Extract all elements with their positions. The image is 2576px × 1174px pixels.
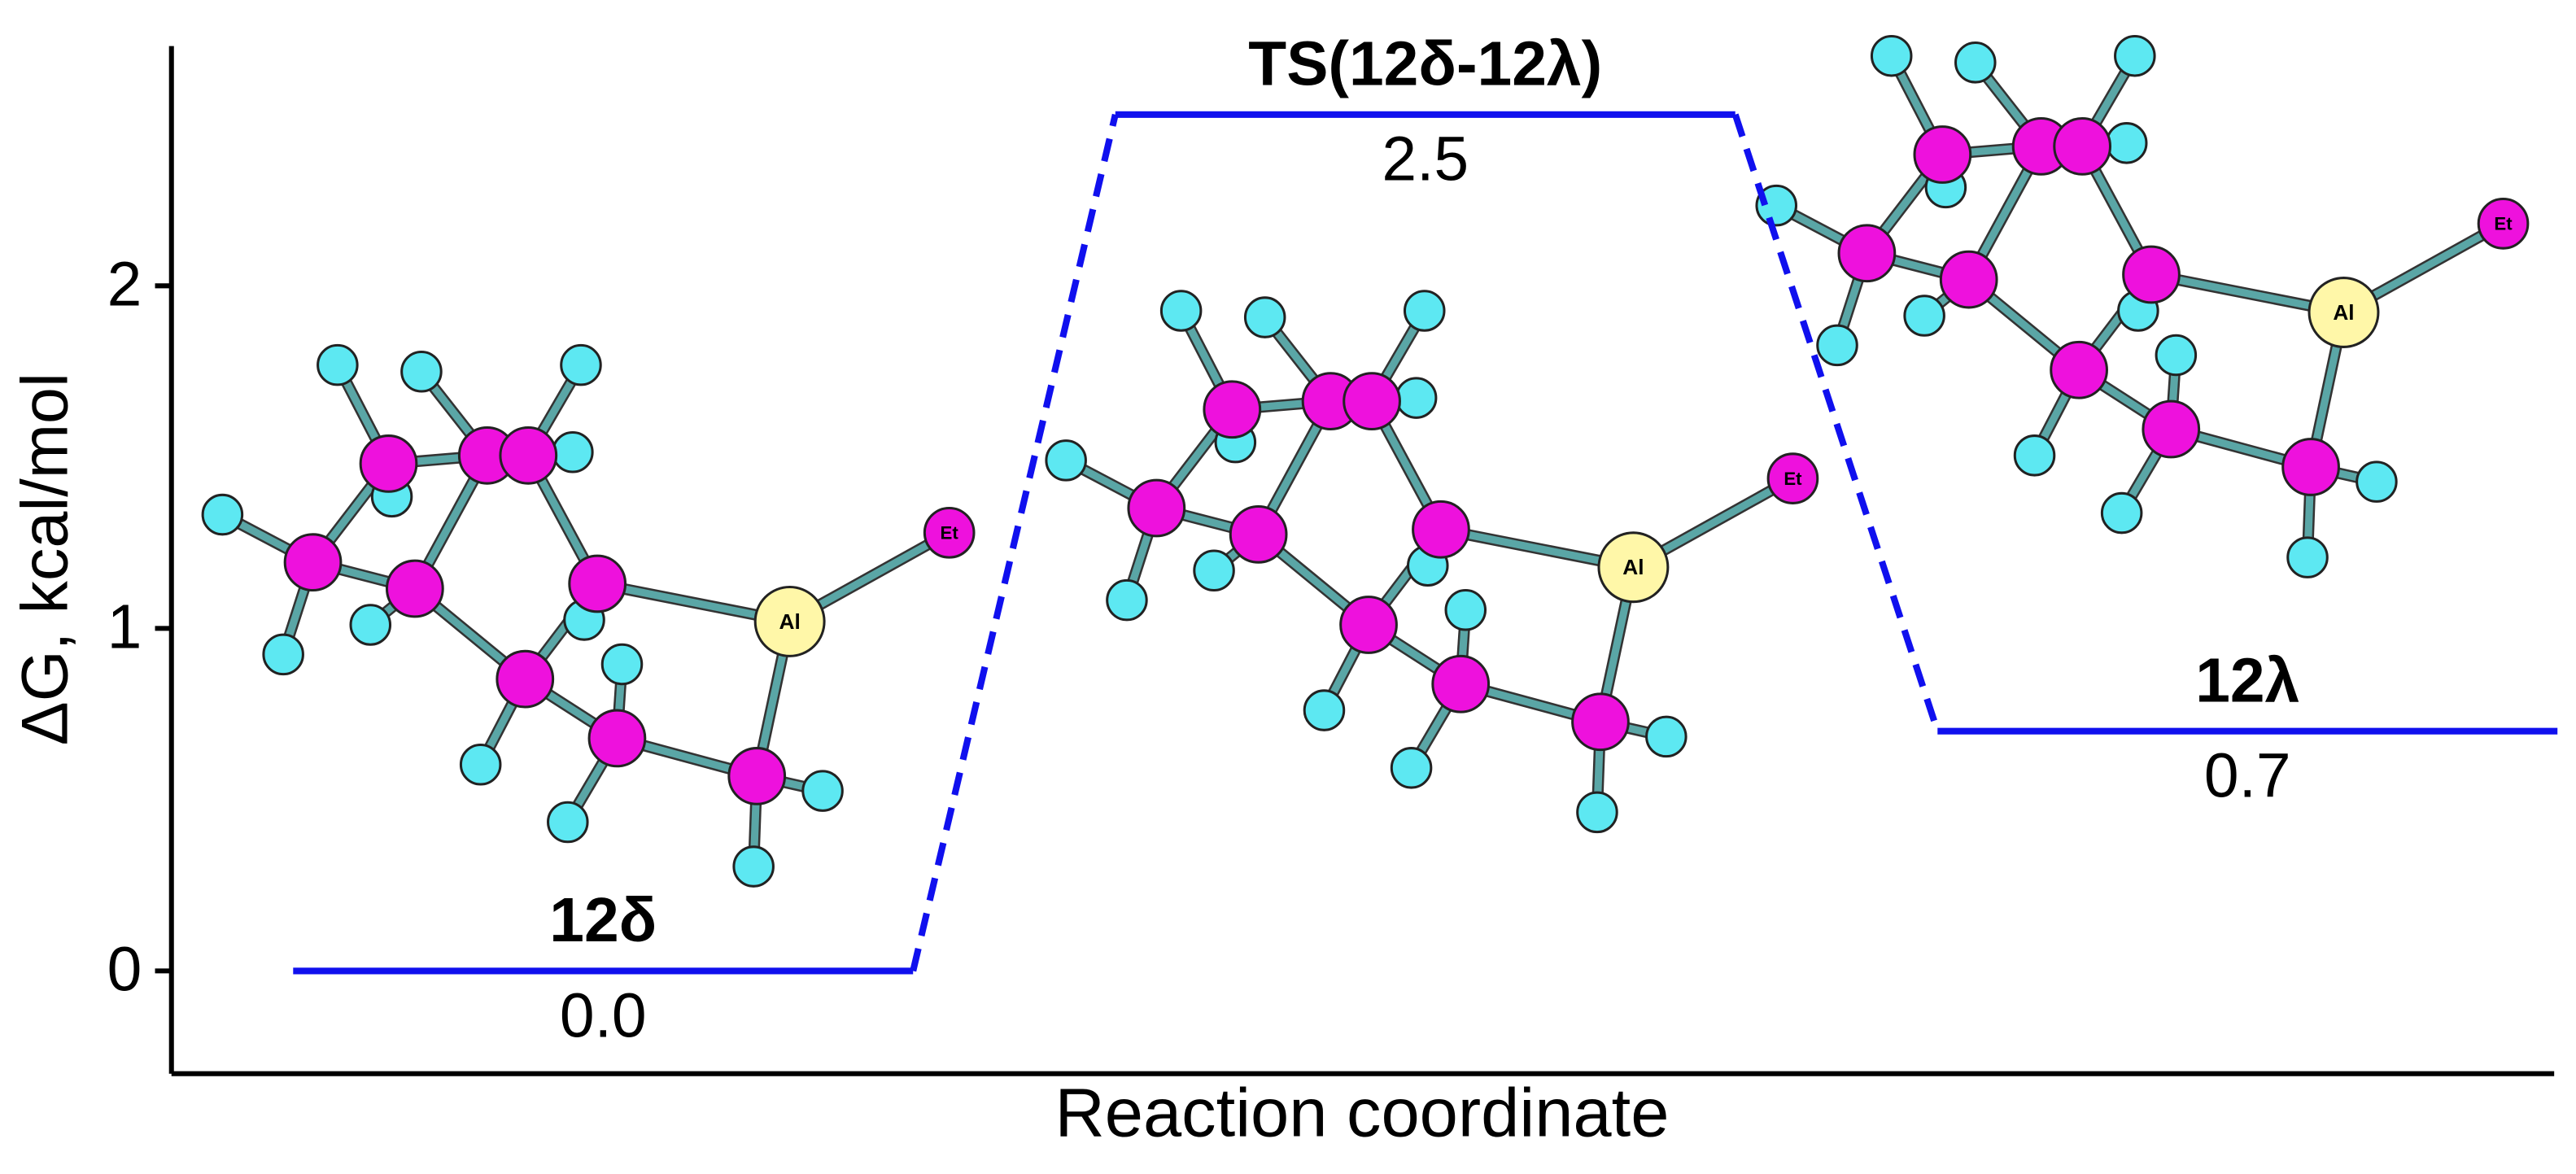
carbon-atom: [1837, 224, 1897, 283]
hydrogen-atom: [1645, 715, 1687, 758]
hydrogen-atom: [1193, 549, 1235, 592]
hydrogen-atom: [560, 343, 602, 386]
aluminum-atom: [753, 585, 826, 657]
hydrogen-atom: [1444, 589, 1487, 631]
carbon-atom: [568, 554, 627, 613]
atom-label: Al: [1622, 555, 1644, 579]
hydrogen-atom: [1576, 791, 1618, 834]
value-label: 0.7: [2204, 741, 2291, 811]
molecule: Al Et: [1045, 290, 1819, 834]
carbon-atom: [1343, 372, 1401, 430]
hydrogen-atom: [1816, 324, 1858, 367]
carbon-atom: [1203, 380, 1262, 439]
hydrogen-atom: [1045, 439, 1087, 482]
aluminum-atom: [1597, 531, 1670, 604]
hydrogen-atom: [1903, 295, 1945, 337]
atom-label: Et: [1784, 469, 1802, 489]
hydrogen-atom: [1403, 290, 1446, 332]
carbon-atom: [283, 533, 343, 592]
hydrogen-atom: [1243, 296, 1286, 338]
hydrogen-atom: [1755, 184, 1798, 227]
state-name: TS(12δ-12λ): [1248, 28, 1602, 98]
hydrogen-atom: [801, 770, 844, 812]
carbon-atom: [1127, 478, 1186, 538]
carbon-atom: [1913, 125, 1972, 184]
hydrogen-atom: [400, 350, 443, 393]
hydrogen-atom: [1395, 377, 1438, 419]
y-axis-title: ΔG, kcal/mol: [9, 373, 82, 745]
hydrogen-atom: [2013, 434, 2056, 477]
hydrogen-atom: [547, 801, 589, 844]
hydrogen-atom: [1954, 41, 1997, 84]
hydrogen-atom: [732, 845, 775, 888]
carbon-atom: [1229, 504, 1288, 564]
molecule: Al Et: [1755, 34, 2530, 578]
carbon-atom: [1431, 654, 1491, 714]
hydrogen-atom: [349, 604, 392, 646]
hydrogen-atom: [1106, 578, 1148, 622]
carbon-atom: [2050, 340, 2108, 399]
hydrogen-atom: [459, 744, 502, 786]
hydrogen-atom: [2100, 491, 2143, 535]
carbon-atom: [359, 434, 418, 493]
carbon-atom: [499, 426, 558, 485]
carbon-atom: [2122, 245, 2181, 304]
carbon-atom: [1571, 692, 1630, 752]
connector: [910, 113, 1119, 972]
hydrogen-atom: [2286, 536, 2329, 578]
y-tick-label: 0: [107, 935, 142, 1005]
y-tick-label: 1: [107, 592, 142, 662]
ethyl-group: [923, 506, 976, 559]
atom-label: Et: [2494, 214, 2513, 234]
hydrogen-atom: [1303, 689, 1346, 731]
hydrogen-atom: [1390, 747, 1433, 789]
hydrogen-atom: [317, 343, 359, 386]
hydrogen-atom: [600, 643, 644, 686]
carbon-atom: [2053, 116, 2112, 176]
carbon-atom: [385, 559, 444, 618]
hydrogen-atom: [201, 493, 244, 536]
x-axis-title: Reaction coordinate: [1054, 1074, 1669, 1151]
carbon-atom: [2142, 399, 2201, 459]
carbon-atom: [1939, 250, 1998, 309]
aluminum-atom: [2307, 277, 2380, 348]
hydrogen-atom: [2155, 334, 2198, 377]
y-tick-label: 2: [107, 250, 142, 320]
hydrogen-atom: [1870, 34, 1913, 77]
hydrogen-atom: [2105, 122, 2148, 164]
hydrogen-atom: [2356, 460, 2398, 503]
hydrogen-atom: [1159, 290, 1203, 332]
carbon-atom: [1339, 596, 1398, 654]
atom-label: Et: [941, 523, 959, 543]
ethyl-group: [2477, 198, 2530, 250]
hydrogen-atom: [552, 431, 594, 474]
carbon-atom: [1412, 500, 1470, 559]
carbon-atom: [587, 709, 647, 768]
ethyl-group: [1766, 452, 1819, 504]
atom-label: Al: [779, 609, 800, 634]
hydrogen-atom: [262, 633, 304, 676]
state-name: 12δ: [549, 885, 657, 955]
value-label: 0.0: [560, 980, 647, 1050]
atom-label: Al: [2333, 300, 2354, 325]
carbon-atom: [496, 649, 555, 709]
state-name: 12λ: [2195, 645, 2299, 715]
carbon-atom: [727, 747, 787, 805]
carbon-atom: [2281, 438, 2340, 496]
value-label: 2.5: [1382, 124, 1469, 194]
molecule: Al Et: [201, 343, 976, 888]
hydrogen-atom: [2114, 34, 2156, 77]
